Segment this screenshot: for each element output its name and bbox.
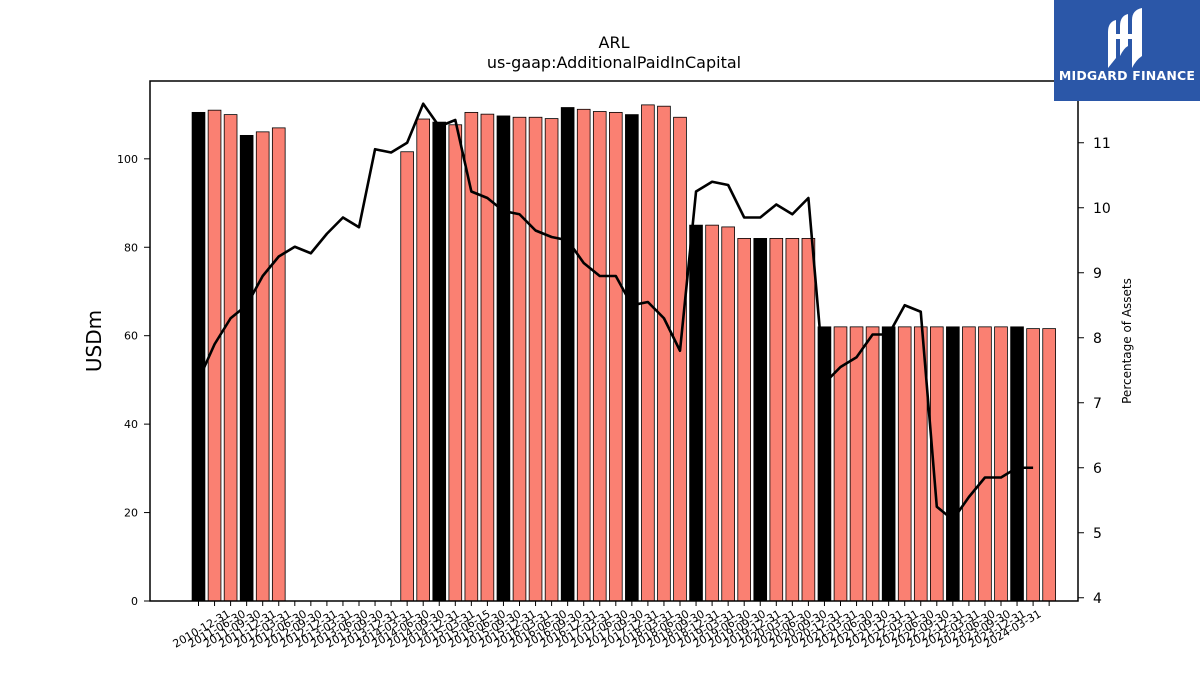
bar: [785, 238, 800, 602]
y-right-tick-label: 10: [1093, 201, 1111, 217]
bar: [576, 108, 591, 602]
bar: [271, 127, 286, 602]
bar: [191, 111, 206, 602]
bar: [400, 151, 414, 602]
bar: [865, 326, 880, 602]
bar: [239, 134, 254, 602]
y-tick-label: 20: [124, 507, 138, 520]
x-axis: 2010-12-312011-06-302011-09-302011-12-31…: [171, 601, 1050, 651]
bar: [496, 115, 511, 602]
y-axis-right: 4 5 6 7 8 9 10 11: [1078, 136, 1111, 607]
bar: [544, 118, 559, 602]
bar: [737, 238, 751, 602]
bar: [560, 107, 575, 602]
bar: [705, 224, 719, 602]
bar: [255, 131, 270, 602]
bar: [609, 111, 623, 602]
y-right-tick-label: 4: [1093, 591, 1102, 607]
y-tick-label: 60: [124, 330, 138, 343]
bar: [592, 111, 607, 602]
y-right-tick-label: 9: [1093, 266, 1102, 282]
bar: [849, 326, 864, 602]
y-tick-label: 80: [124, 241, 138, 254]
bar: [897, 326, 912, 602]
percentage-line: [197, 102, 1034, 522]
y-axis-label: USDm: [82, 310, 106, 372]
y-right-tick-label: 5: [1093, 526, 1102, 542]
y-axis-right-label: Percentage of Assets: [1120, 278, 1134, 404]
bar: [512, 116, 527, 602]
bar: [962, 326, 976, 602]
bar: [1042, 328, 1056, 602]
chart-title: ARL: [599, 33, 630, 52]
bar: [480, 113, 495, 602]
bar: [994, 326, 1008, 602]
bar: [801, 238, 816, 602]
midgard-m-logo-icon: [1108, 8, 1142, 68]
y-right-tick-label: 6: [1093, 461, 1102, 477]
midgard-finance-logo: MIDGARD FINANCE: [1054, 0, 1200, 101]
y-tick-label: 0: [131, 595, 138, 608]
bar: [689, 224, 703, 602]
bar: [223, 114, 238, 602]
y-right-tick-label: 11: [1093, 136, 1111, 152]
bar: [528, 116, 543, 602]
y-tick-label: 100: [117, 153, 138, 166]
bar: [1010, 326, 1024, 602]
y-right-tick-label: 7: [1093, 396, 1102, 412]
y-tick-label: 40: [124, 418, 138, 431]
y-right-tick-label: 8: [1093, 331, 1102, 347]
bar: [946, 326, 960, 602]
y-axis-left: 0 20 40 60 80 100: [117, 153, 150, 608]
bar: [769, 238, 784, 602]
bar-series: [191, 104, 1056, 602]
bar: [416, 118, 430, 602]
bar: [721, 226, 735, 602]
bar: [881, 326, 896, 602]
chart-subtitle: us-gaap:AdditionalPaidInCapital: [487, 53, 741, 72]
bar: [657, 105, 671, 602]
bar: [641, 104, 655, 602]
bar: [673, 116, 687, 602]
bar: [753, 238, 768, 602]
bar: [978, 326, 992, 602]
bar: [1026, 328, 1040, 602]
bar: [817, 326, 832, 602]
plot-frame: [149, 80, 1079, 602]
bar: [448, 124, 463, 602]
logo-text: MIDGARD FINANCE: [1058, 68, 1196, 83]
line-series: [197, 102, 1034, 522]
bar: [625, 114, 639, 602]
bar: [432, 121, 447, 602]
